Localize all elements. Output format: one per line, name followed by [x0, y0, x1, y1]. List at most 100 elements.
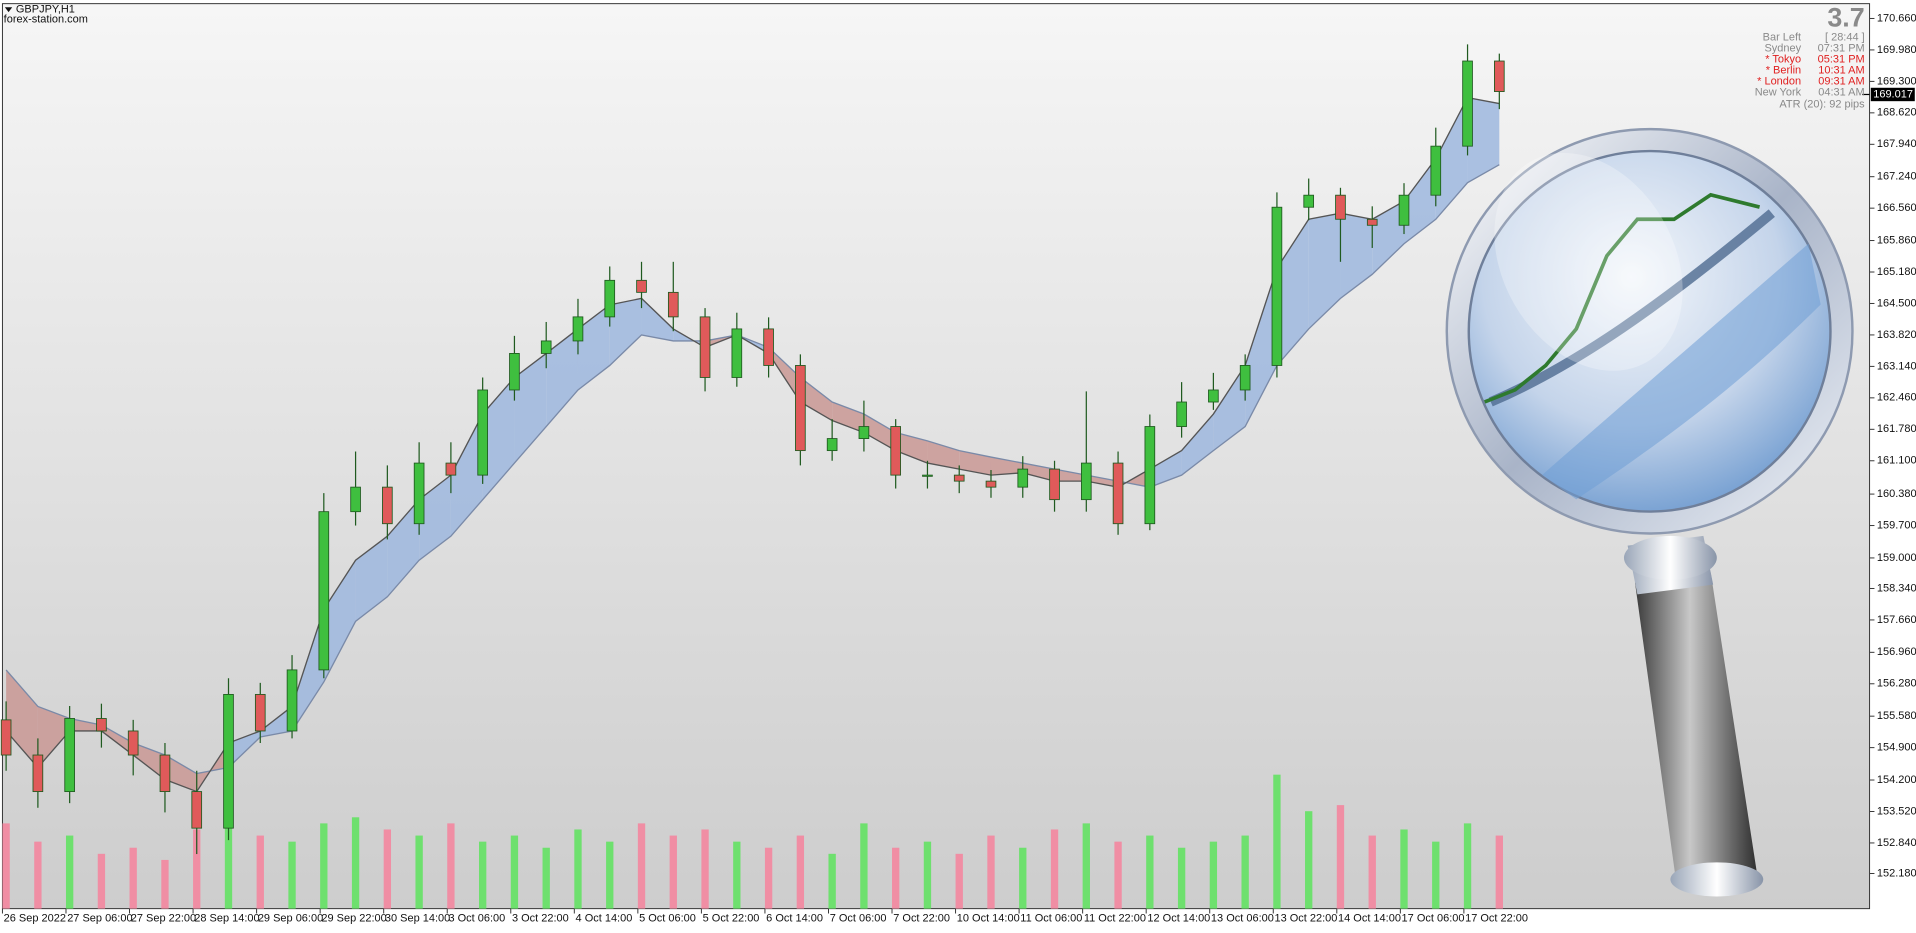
- volume-bar: [1050, 829, 1059, 909]
- x-tick-label: 7 Oct 06:00: [830, 912, 887, 924]
- x-tick-label: 13 Oct 06:00: [1211, 912, 1274, 924]
- info-label: Bar Left: [1763, 32, 1801, 44]
- candle-body: [1080, 462, 1092, 501]
- magnifier-handle: [1634, 572, 1758, 885]
- y-tick-label: 163.140: [1877, 360, 1916, 372]
- band-segment: [577, 304, 610, 390]
- volume-bar: [1209, 841, 1218, 909]
- band-segment: [800, 377, 833, 421]
- x-tick-label: 27 Sep 06:00: [67, 912, 132, 924]
- info-value: 10:31 AM: [1818, 65, 1864, 77]
- volume-bar: [1241, 835, 1249, 909]
- volume-bar: [987, 835, 995, 909]
- candle-body: [572, 316, 584, 342]
- candle-body: [890, 426, 901, 476]
- band-segment: [895, 432, 928, 464]
- candle-body: [1239, 365, 1251, 391]
- x-tick-label: 14 Oct 14:00: [1338, 912, 1401, 924]
- lens-glare: [1494, 152, 1683, 371]
- x-tick-label: 7 Oct 22:00: [893, 912, 950, 924]
- y-tick-label: 168.620: [1877, 107, 1916, 119]
- price-marker-label: 169.017: [1873, 88, 1913, 100]
- candle-body: [922, 474, 933, 477]
- y-tick-label: 161.780: [1877, 423, 1916, 435]
- band-segment: [768, 347, 801, 403]
- symbol-menu-arrow: [4, 7, 13, 13]
- plot-layer: [0, 44, 1505, 909]
- volume-bar: [1019, 847, 1027, 909]
- candle-body: [1335, 194, 1346, 220]
- candle-body: [1112, 462, 1124, 525]
- band-segment: [1276, 219, 1309, 366]
- candle-body: [763, 328, 774, 366]
- y-tick-label: 159.000: [1877, 552, 1916, 564]
- magnifier: [1445, 127, 1854, 897]
- y-tick-label: 170.660: [1877, 12, 1916, 24]
- x-tick-label: 28 Sep 14:00: [194, 912, 259, 924]
- band-segment: [6, 669, 38, 768]
- candle-body: [1398, 194, 1410, 226]
- y-tick-label: 154.200: [1877, 774, 1916, 786]
- info-label: * Berlin: [1766, 65, 1801, 77]
- x-tick-label: 29 Sep 06:00: [258, 912, 323, 924]
- volume-bar: [2, 823, 10, 909]
- volume-bar: [415, 835, 423, 909]
- y-tick-label: 165.860: [1877, 234, 1916, 246]
- candle-body: [509, 353, 520, 391]
- candle-body: [1303, 194, 1315, 208]
- band-segment: [1245, 268, 1277, 427]
- candle-body: [32, 754, 44, 793]
- volume-bar: [796, 835, 805, 909]
- handle-cap: [1670, 862, 1764, 897]
- band-segment: [450, 414, 483, 537]
- band-segment: [37, 706, 70, 768]
- symbol: GBPJPY,H1: [16, 4, 75, 16]
- y-tick-label: 155.580: [1877, 710, 1916, 722]
- candle-body: [191, 791, 203, 829]
- volume-bar: [669, 835, 677, 909]
- band-segment: [1372, 201, 1405, 275]
- candle-body: [445, 462, 457, 476]
- volume-bar: [1400, 829, 1408, 909]
- volume-bar: [256, 835, 264, 909]
- band-segment: [482, 377, 515, 500]
- volume-bar: [161, 859, 169, 909]
- volume-bar: [542, 847, 550, 909]
- volume-bar: [510, 835, 519, 909]
- band-segment: [832, 402, 864, 433]
- band-segment: [927, 440, 960, 470]
- band-segment: [1181, 414, 1214, 476]
- info-value: 07:31 PM: [1818, 43, 1865, 55]
- candle-body: [382, 486, 393, 525]
- y-tick-label: 164.500: [1877, 297, 1916, 309]
- candle-body: [826, 438, 838, 452]
- candle-body: [159, 754, 171, 793]
- candle-body: [254, 693, 266, 732]
- candle-body: [96, 718, 107, 732]
- x-tick-label: 26 Sep 2022: [4, 912, 66, 924]
- band-segment: [260, 706, 293, 737]
- candle-body: [223, 693, 234, 829]
- volume-bar: [1305, 811, 1313, 909]
- volume-bar: [320, 823, 328, 909]
- candle-body: [477, 389, 488, 476]
- y-tick-label: 156.280: [1877, 678, 1916, 690]
- band-segment: [419, 475, 451, 561]
- candle-body: [1366, 218, 1378, 226]
- x-tick-label: 17 Oct 06:00: [1402, 912, 1465, 924]
- band-segment: [1404, 158, 1436, 244]
- band-segment: [292, 609, 324, 731]
- candle-body: [0, 719, 12, 756]
- x-tick-label: 5 Oct 22:00: [703, 912, 760, 924]
- volume-bar: [65, 835, 74, 909]
- band-segment: [1435, 97, 1468, 220]
- source: forex-station.com: [4, 13, 88, 25]
- volume-bar: [1495, 835, 1503, 909]
- band-segment: [546, 328, 578, 427]
- volume-bar: [892, 847, 900, 909]
- x-tick-label: 29 Sep 22:00: [321, 912, 386, 924]
- y-tick-label: 158.340: [1877, 582, 1916, 594]
- y-tick-label: 156.960: [1877, 646, 1916, 658]
- volume-bar: [1273, 774, 1281, 909]
- lens-band: [1542, 243, 1821, 500]
